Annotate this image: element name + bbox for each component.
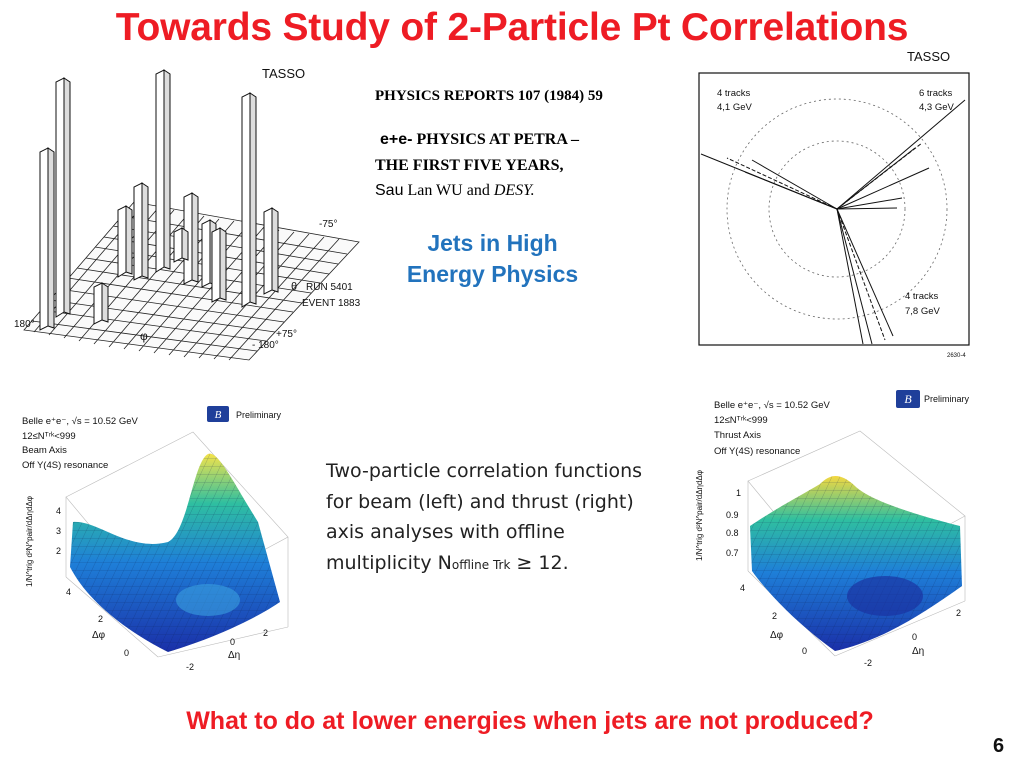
- left-info-line2: 12≤Nᵀʳᵏ<999: [22, 431, 76, 442]
- right-belle-logo-glyph: B: [904, 392, 912, 406]
- author-rest: Lan WU and: [403, 182, 494, 199]
- event-figure-number: 2630-4: [947, 353, 966, 359]
- left-ztick-3: 3: [56, 526, 61, 536]
- left-phi-tick-2: 2: [98, 614, 103, 624]
- slide-title: Towards Study of 2-Particle Pt Correlati…: [115, 6, 909, 49]
- lego-phi-label: φ: [140, 329, 148, 343]
- lego-angle-180: 180°: [14, 319, 35, 330]
- left-phi-tick-4: 4: [66, 587, 71, 597]
- lego-towers: [39, 69, 279, 331]
- journal-reference: PHYSICS REPORTS 107 (1984) 59: [375, 88, 603, 104]
- lego-tasso-label: TASSO: [262, 66, 305, 81]
- paper-title-text: PHYSICS AT PETRA –: [412, 131, 580, 148]
- right-ztick-0.9: 0.9: [726, 510, 739, 520]
- event-frame: [698, 72, 970, 346]
- jet1-energy: 4,1 GeV: [717, 102, 753, 113]
- left-info-line1: Belle e⁺e⁻, √s = 10.52 GeV: [22, 416, 139, 427]
- description-line1: Two-particle correlation functions: [326, 460, 643, 482]
- lego-angle-plus75: +75°: [276, 329, 297, 340]
- left-ztick-2: 2: [56, 546, 61, 556]
- left-eta-tick-0: 0: [230, 637, 235, 647]
- paper-author: Sau Lan WU and DESY.: [375, 182, 535, 200]
- jet2-tracks: 6 tracks: [919, 88, 953, 99]
- description-line4-sub: offline Trk: [451, 557, 511, 572]
- event-tracks: [700, 99, 966, 345]
- lego-event: EVENT 1883: [302, 298, 361, 309]
- right-surface-mesh: [750, 476, 962, 651]
- lego-run: RUN 5401: [306, 282, 353, 293]
- right-phi-axis-label: Δφ: [770, 630, 784, 641]
- lego-angle-minus180: - 180°: [252, 340, 279, 351]
- right-phi-tick-0: 0: [802, 646, 807, 656]
- right-eta-tick-0: 0: [912, 632, 917, 642]
- left-preliminary-badge: Preliminary: [236, 410, 282, 420]
- right-info-line2: 12≤Nᵀʳᵏ<999: [714, 415, 768, 426]
- paper-title-line1: e+e- PHYSICS AT PETRA –: [380, 131, 579, 149]
- left-info-line3: Beam Axis: [22, 445, 67, 456]
- right-surface-dip: [847, 576, 923, 616]
- book-title: Jets in High Energy Physics: [380, 228, 605, 290]
- closing-question: What to do at lower energies when jets a…: [186, 707, 874, 735]
- jet1-tracks: 4 tracks: [717, 88, 751, 99]
- detector-outer-ring: [726, 98, 948, 320]
- belle-beam-axis-plot: B Preliminary Belle e⁺e⁻, √s = 10.52 GeV…: [22, 406, 289, 672]
- right-info-line3: Thrust Axis: [714, 430, 761, 441]
- paper-title-line2: THE FIRST FIVE YEARS,: [375, 157, 564, 174]
- right-ztick-0.7: 0.7: [726, 548, 739, 558]
- description-line3: axis analyses with offline: [326, 521, 565, 543]
- belle-thrust-axis-plot: B Preliminary Belle e⁺e⁻, √s = 10.52 GeV…: [695, 390, 970, 668]
- jet3-tracks: 4 tracks: [905, 291, 939, 302]
- right-phi-tick-4: 4: [740, 583, 745, 593]
- figure-description: Two-particle correlation functions for b…: [326, 456, 696, 580]
- page-number: 6: [993, 735, 1005, 757]
- right-phi-tick-2: 2: [772, 611, 777, 621]
- ee-prefix: e+e-: [380, 131, 413, 148]
- right-belle-logo: [896, 390, 920, 408]
- right-info-line4: Off Y(4S) resonance: [714, 446, 800, 457]
- book-title-line1: Jets in High: [427, 230, 558, 256]
- institution: DESY.: [493, 182, 535, 199]
- tasso-event-display: TASSO 4 tracks 4,1 GeV 6 tracks 4,3 GeV …: [698, 49, 970, 359]
- tasso-lego-plot: TASSO -75° θ RUN 5401 EVENT 1883 180° φ …: [14, 66, 361, 361]
- right-eta-tick-2: 2: [956, 608, 961, 618]
- right-eta-tick-minus2: -2: [864, 658, 872, 668]
- right-z-axis-label: 1/N^trig d²N^pair/dΔηdΔφ: [695, 470, 704, 561]
- description-line4: multiplicity Noffline Trk ≥ 12.: [326, 548, 696, 581]
- lego-angle-minus75: -75°: [319, 219, 337, 230]
- left-z-axis-label: 1/N^trig d²N^pair/dΔηdΔφ: [25, 496, 34, 587]
- jet2-energy: 4,3 GeV: [919, 102, 955, 113]
- author-first: Sau: [375, 182, 404, 199]
- description-line4-suffix: ≥ 12.: [510, 551, 569, 574]
- right-eta-axis-label: Δη: [912, 646, 924, 657]
- detector-inner-ring: [768, 140, 906, 278]
- left-phi-tick-0: 0: [124, 648, 129, 658]
- left-eta-tick-2: 2: [263, 628, 268, 638]
- book-title-line2: Energy Physics: [406, 261, 579, 287]
- right-preliminary-badge: Preliminary: [924, 394, 970, 404]
- event-tasso-label: TASSO: [907, 49, 950, 64]
- left-info-line4: Off Y(4S) resonance: [22, 460, 108, 471]
- left-ztick-4: 4: [56, 506, 61, 516]
- left-phi-axis-label: Δφ: [92, 630, 106, 641]
- left-eta-tick-minus2: -2: [186, 662, 194, 672]
- left-belle-logo: [207, 406, 229, 422]
- right-ztick-1: 1: [736, 488, 741, 498]
- left-eta-axis-label: Δη: [228, 650, 240, 661]
- left-belle-logo-glyph: B: [215, 409, 222, 421]
- description-line4-prefix: multiplicity N: [326, 551, 452, 574]
- description-line2: for beam (left) and thrust (right): [326, 490, 634, 513]
- right-info-line1: Belle e⁺e⁻, √s = 10.52 GeV: [714, 400, 831, 411]
- jet3-energy: 7,8 GeV: [905, 306, 941, 317]
- right-ztick-0.8: 0.8: [726, 528, 739, 538]
- lego-theta-label: θ: [291, 281, 297, 293]
- left-surface-bump: [176, 584, 240, 616]
